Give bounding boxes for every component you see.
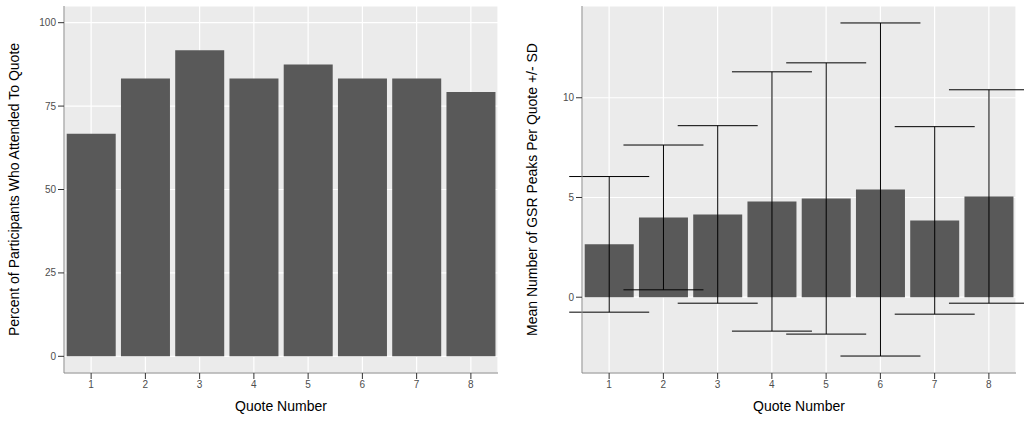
- svg-text:Percent of Participants Who At: Percent of Participants Who Attended To …: [8, 43, 22, 336]
- svg-text:Quote Number: Quote Number: [753, 398, 845, 414]
- svg-text:2: 2: [143, 379, 149, 390]
- svg-text:8: 8: [468, 379, 474, 390]
- svg-text:6: 6: [878, 379, 884, 390]
- svg-text:4: 4: [251, 379, 257, 390]
- svg-text:8: 8: [986, 379, 992, 390]
- svg-text:0: 0: [50, 351, 56, 362]
- svg-text:2: 2: [661, 379, 667, 390]
- svg-text:Quote Number: Quote Number: [235, 398, 327, 414]
- svg-text:25: 25: [45, 267, 57, 278]
- svg-text:0: 0: [568, 292, 574, 303]
- svg-text:6: 6: [360, 379, 366, 390]
- svg-text:100: 100: [39, 17, 56, 28]
- svg-text:4: 4: [769, 379, 775, 390]
- svg-text:75: 75: [45, 101, 57, 112]
- svg-text:3: 3: [715, 379, 721, 390]
- svg-text:7: 7: [414, 379, 420, 390]
- svg-text:7: 7: [932, 379, 938, 390]
- svg-text:Mean Number of GSR Peaks Per Q: Mean Number of GSR Peaks Per Quote +/- S…: [524, 43, 540, 336]
- svg-text:5: 5: [568, 192, 574, 203]
- svg-text:10: 10: [563, 92, 575, 103]
- svg-text:50: 50: [45, 184, 57, 195]
- svg-text:5: 5: [305, 379, 311, 390]
- svg-text:1: 1: [88, 379, 94, 390]
- svg-text:5: 5: [823, 379, 829, 390]
- svg-text:1: 1: [606, 379, 612, 390]
- svg-text:3: 3: [197, 379, 203, 390]
